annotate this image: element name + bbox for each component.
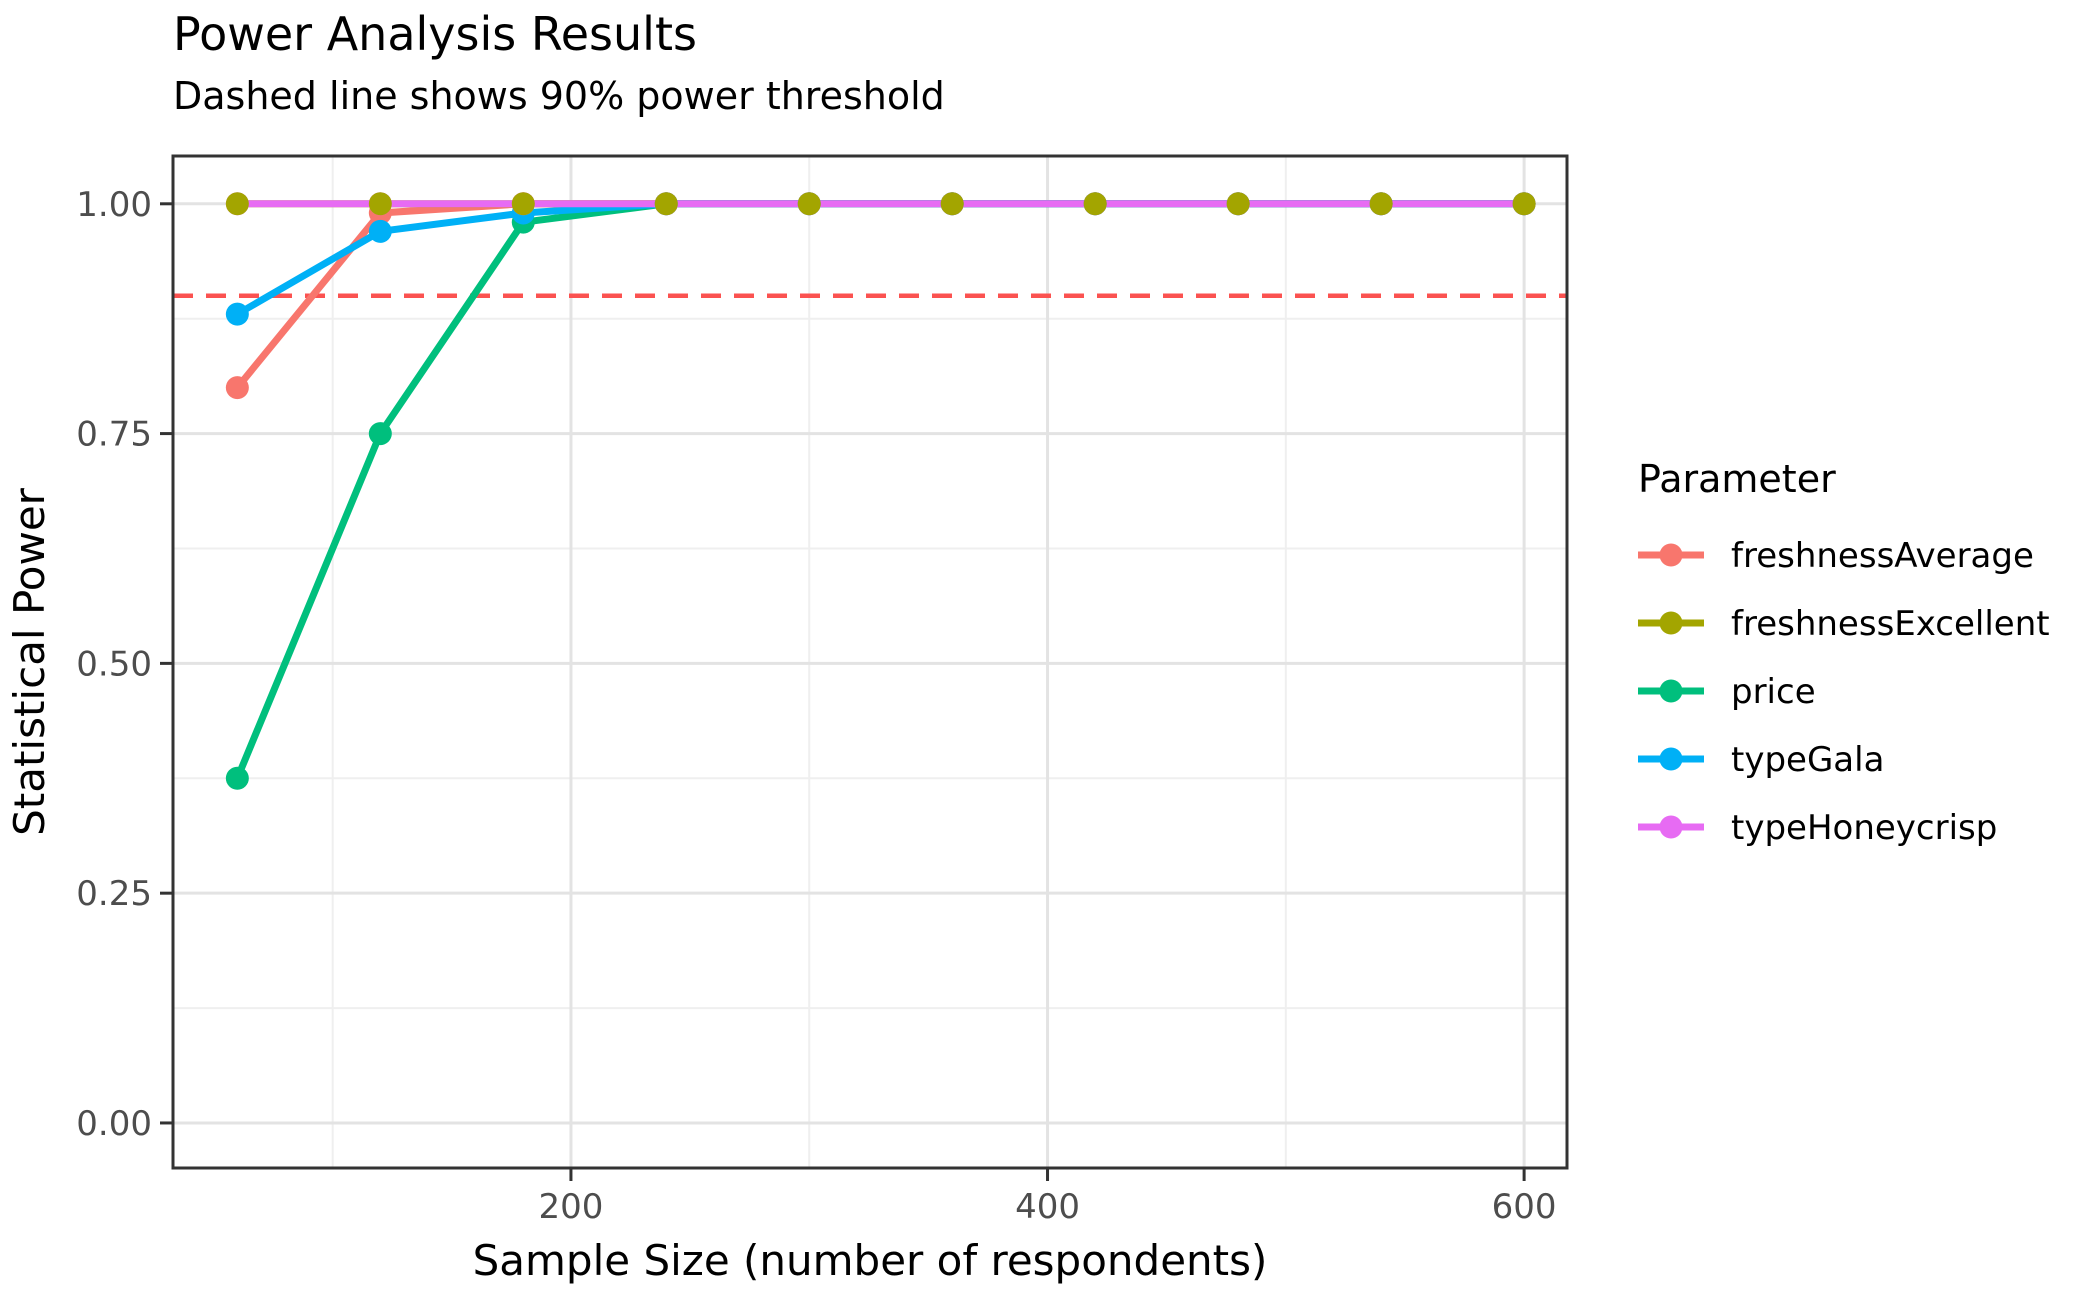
legend-item-freshnessExcellent: freshnessExcellent xyxy=(1638,604,2050,644)
series-point-freshnessExcellent xyxy=(1369,192,1393,216)
legend-label: typeHoneycrisp xyxy=(1731,808,1997,848)
y-axis-title: Statistical Power xyxy=(5,487,54,836)
legend-label: freshnessAverage xyxy=(1731,536,2034,576)
series-point-freshnessExcellent xyxy=(1083,192,1107,216)
y-tick-label: 1.00 xyxy=(76,185,152,225)
series-point-freshnessExcellent xyxy=(797,192,821,216)
legend-key-dot xyxy=(1659,543,1683,567)
legend-label: freshnessExcellent xyxy=(1731,604,2050,644)
chart-title: Power Analysis Results xyxy=(173,7,697,61)
series-point-typeGala xyxy=(225,302,249,326)
series-point-freshnessAverage xyxy=(225,376,249,400)
plot-panel: 200 400 600 0.00 0.25 0.50 0.75 1.00 xyxy=(76,154,1569,1227)
series-point-freshnessExcellent xyxy=(940,192,964,216)
y-tick-label: 0.00 xyxy=(76,1104,152,1144)
x-tick-label: 200 xyxy=(538,1187,603,1227)
legend-items: freshnessAverage freshnessExcellent price t… xyxy=(1638,536,2050,848)
legend-key-dot xyxy=(1659,611,1683,635)
series-point-freshnessExcellent xyxy=(368,192,392,216)
legend-title: Parameter xyxy=(1638,457,1836,501)
series-point-price xyxy=(368,422,392,446)
x-tick-label: 600 xyxy=(1492,1187,1557,1227)
legend-key-dot xyxy=(1659,679,1683,703)
series-point-freshnessExcellent xyxy=(1226,192,1250,216)
series-point-price xyxy=(225,766,249,790)
legend: Parameter freshnessAverage freshnessExcel… xyxy=(1638,457,2050,848)
y-tick-label: 0.25 xyxy=(76,874,152,914)
legend-item-price: price xyxy=(1638,672,1816,712)
legend-label: typeGala xyxy=(1731,740,1884,780)
chart-subtitle: Dashed line shows 90% power threshold xyxy=(173,74,945,118)
legend-item-freshnessAverage: freshnessAverage xyxy=(1638,536,2034,576)
series-point-freshnessExcellent xyxy=(225,192,249,216)
y-tick-label: 0.75 xyxy=(76,415,152,455)
legend-item-typeGala: typeGala xyxy=(1638,740,1884,780)
legend-key-dot xyxy=(1659,747,1683,771)
x-tick-label: 400 xyxy=(1015,1187,1080,1227)
series-point-freshnessExcellent xyxy=(654,192,678,216)
series-point-typeGala xyxy=(368,219,392,243)
legend-key-dot xyxy=(1659,815,1683,839)
x-axis-title: Sample Size (number of respondents) xyxy=(473,1236,1268,1285)
legend-item-typeHoneycrisp: typeHoneycrisp xyxy=(1638,808,1997,848)
legend-label: price xyxy=(1731,672,1816,712)
series-point-freshnessExcellent xyxy=(511,192,535,216)
y-tick-label: 0.50 xyxy=(76,644,152,684)
series-point-freshnessExcellent xyxy=(1512,192,1536,216)
